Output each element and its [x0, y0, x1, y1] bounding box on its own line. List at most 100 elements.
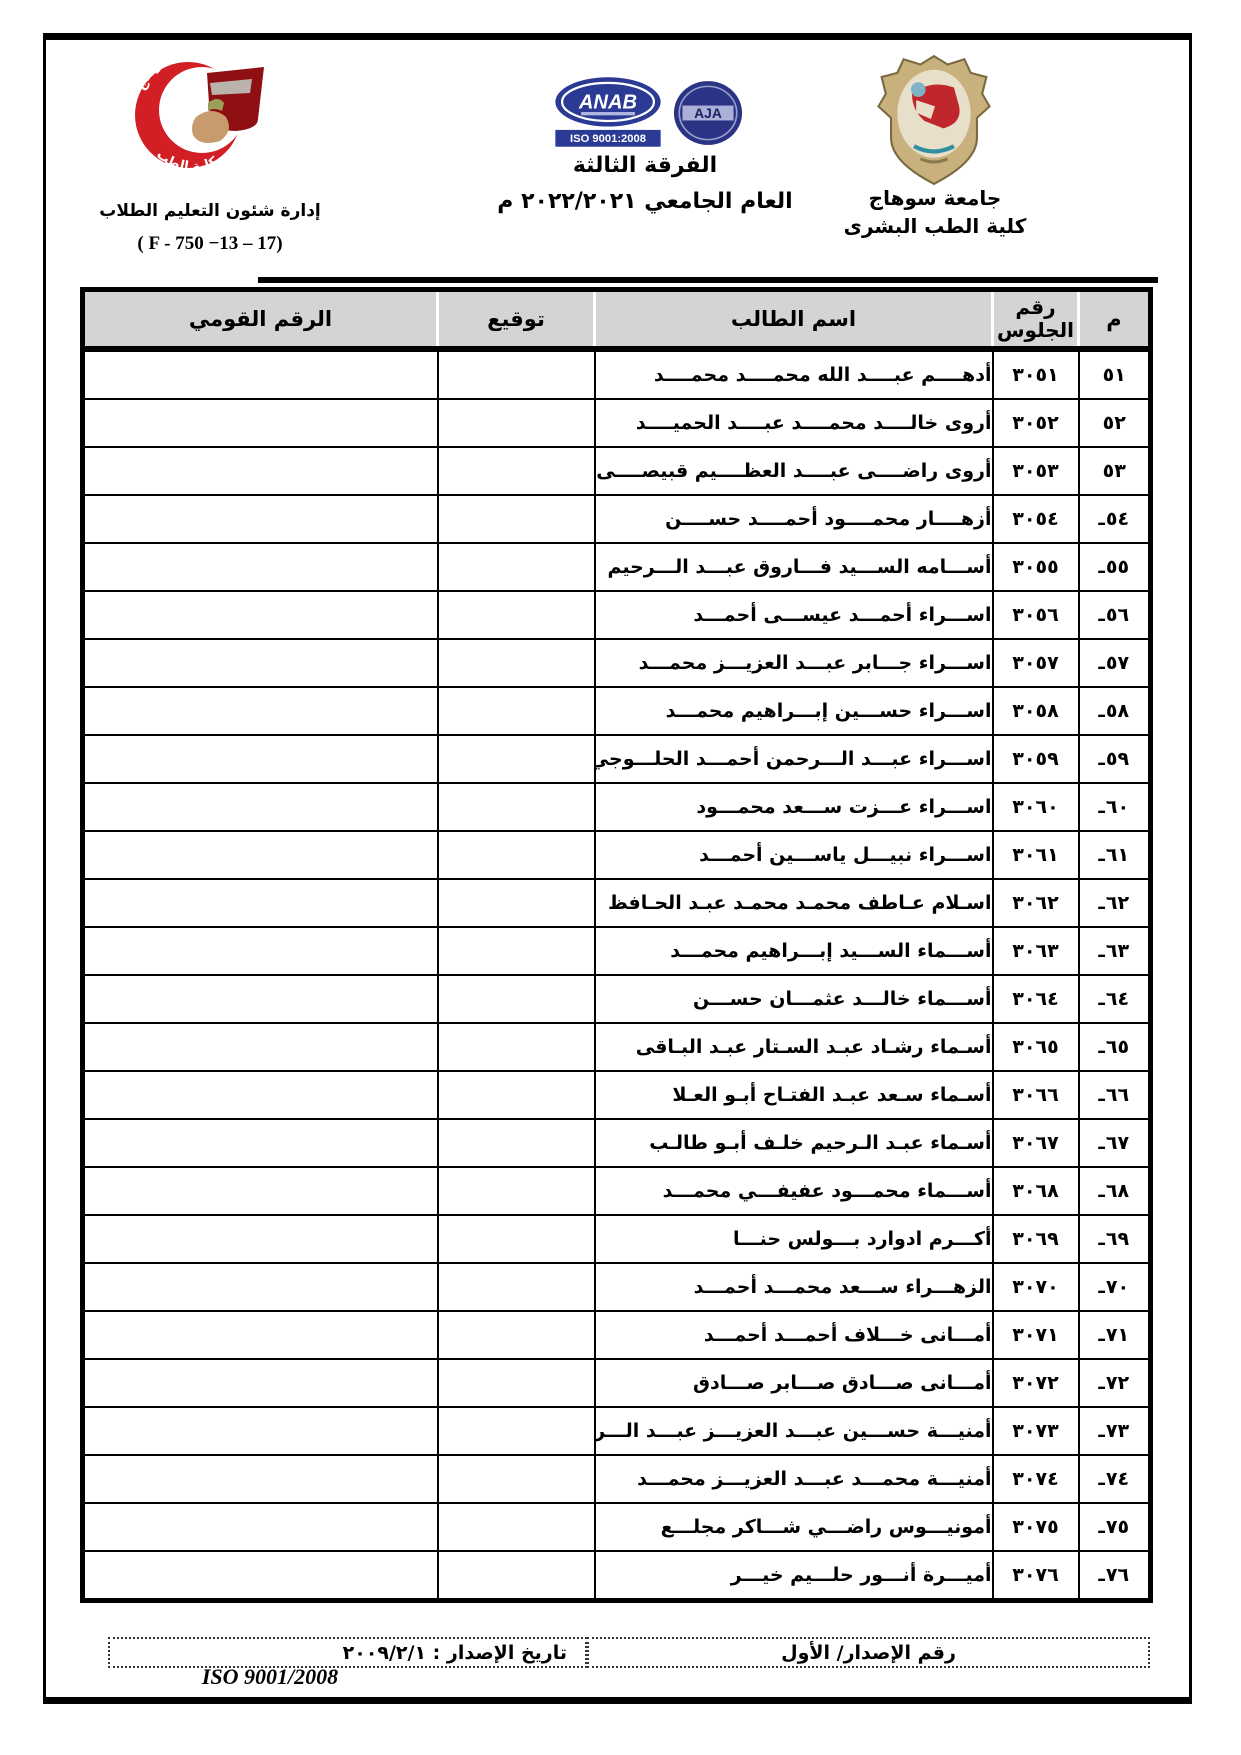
table-row: ـ ٦٨ ٣٠٦٨ أســـماء محمـــود عفيفـــي محم… [81, 1166, 1152, 1216]
row-signature-cell [436, 1118, 596, 1168]
row-serial-cell: ـ ٦٨ [1077, 1166, 1152, 1216]
serial-dash: ـ [1098, 844, 1105, 866]
row-seat-number: ٣٠٥٢ [991, 398, 1080, 448]
serial-dash: ـ [1098, 748, 1105, 770]
roster-header-row: م رقم الجلوس اسم الطالب توقيع الرقم القو… [82, 289, 1151, 352]
serial-dash: ـ [1098, 940, 1105, 962]
table-row: ـ ٦٦ ٣٠٦٦ أسـماء سـعد عبـد الفتـاح أبـو … [81, 1070, 1152, 1120]
header-serial: م [1077, 289, 1151, 352]
row-national-id-cell [81, 1262, 439, 1312]
row-national-id-cell [81, 830, 439, 880]
row-serial-cell: ـ ٧١ [1077, 1310, 1152, 1360]
serial-number: ٦٠ [1105, 796, 1130, 818]
row-serial-cell: ـ ٥٩ [1077, 734, 1152, 784]
serial-number: ٦٩ [1105, 1228, 1130, 1250]
row-signature-cell [436, 542, 596, 592]
table-row: ٥٢ ٣٠٥٢ أروى خالــــد محمــــد عبــــد ا… [81, 398, 1152, 448]
serial-number: ٥٥ [1105, 556, 1130, 578]
row-student-name: الزهـــراء ســـعد محمـــد أحمـــد [593, 1262, 994, 1312]
table-row: ـ ٧٠ ٣٠٧٠ الزهـــراء ســـعد محمـــد أحمـ… [81, 1262, 1152, 1312]
row-signature-cell [436, 686, 596, 736]
row-national-id-cell [81, 494, 439, 544]
issue-date-box: تاريخ الإصدار : ٢٠٠٩/٢/١ [108, 1637, 587, 1668]
row-seat-number: ٣٠٥٧ [991, 638, 1080, 688]
row-signature-cell [436, 1262, 596, 1312]
serial-number: ٦٨ [1105, 1180, 1130, 1202]
row-national-id-cell [81, 638, 439, 688]
row-serial-cell: ـ ٦٧ [1077, 1118, 1152, 1168]
row-signature-cell [436, 1070, 596, 1120]
row-student-name: أمنيـــة محمـــد عبـــد العزيـــز محمـــ… [593, 1454, 994, 1504]
serial-number: ٥١ [1102, 364, 1126, 386]
faculty-crescent-logo: جامعة سوهاج كلية الطب [134, 58, 264, 172]
serial-dash: ـ [1098, 1420, 1105, 1442]
row-student-name: أســـماء الســـيد إبـــراهيم محمـــد [593, 926, 994, 976]
row-serial-cell: ٥٣ [1077, 446, 1152, 496]
row-national-id-cell [81, 398, 439, 448]
header-divider-rule [258, 277, 1158, 283]
row-seat-number: ٣٠٦٠ [991, 782, 1080, 832]
row-serial-cell: ـ ٧٤ [1077, 1454, 1152, 1504]
row-signature-cell [436, 1214, 596, 1264]
row-national-id-cell [81, 734, 439, 784]
row-student-name: أســـماء خالـــد عثمـــان حســـن [593, 974, 994, 1024]
serial-dash: ـ [1098, 1516, 1105, 1538]
row-student-name: اســـراء نبيـــل ياســـين أحمـــد [593, 830, 994, 880]
table-row: ـ ٧٢ ٣٠٧٢ أمـــانى صـــادق صـــابر صـــا… [81, 1358, 1152, 1408]
row-serial-cell: ـ ٦٠ [1077, 782, 1152, 832]
row-national-id-cell [81, 686, 439, 736]
serial-dash: ـ [1098, 1036, 1105, 1058]
row-national-id-cell [81, 782, 439, 832]
row-seat-number: ٣٠٥٤ [991, 494, 1080, 544]
row-serial-cell: ـ ٥٦ [1077, 590, 1152, 640]
row-student-name: أميـــرة أنـــور حلـــيم خيـــر [593, 1550, 994, 1602]
row-national-id-cell [81, 1310, 439, 1360]
serial-dash: ـ [1098, 1132, 1105, 1154]
serial-dash: ـ [1098, 1084, 1105, 1106]
row-seat-number: ٣٠٧٤ [991, 1454, 1080, 1504]
serial-number: ٧٢ [1105, 1372, 1130, 1394]
header-seat-number: رقم الجلوس [991, 289, 1079, 352]
serial-dash: ـ [1098, 508, 1105, 530]
row-seat-number: ٣٠٦٦ [991, 1070, 1080, 1120]
row-national-id-cell [81, 974, 439, 1024]
serial-number: ٧٤ [1105, 1468, 1130, 1490]
faculty-name: كلية الطب البشرى [843, 214, 1027, 238]
row-student-name: أمنيـــة حســـين عبـــد العزيـــز عبـــد… [593, 1406, 994, 1456]
row-seat-number: ٣٠٥٩ [991, 734, 1080, 784]
serial-dash: ـ [1098, 988, 1105, 1010]
serial-dash: ـ [1098, 652, 1105, 674]
serial-dash: ـ [1098, 700, 1105, 722]
serial-dash: ـ [1098, 556, 1105, 578]
row-student-name: أمـــانى خـــلاف أحمـــد أحمـــد [593, 1310, 994, 1360]
row-student-name: اســـراء أحمـــد عيســـى أحمـــد [593, 590, 994, 640]
row-signature-cell [436, 1166, 596, 1216]
row-serial-cell: ـ ٧٢ [1077, 1358, 1152, 1408]
row-serial-cell: ـ ٥٤ [1077, 494, 1152, 544]
serial-dash: ـ [1098, 604, 1105, 626]
grade-title: الفرقة الثالثة [572, 153, 718, 178]
logo-face-shape [192, 111, 229, 143]
serial-number: ٦٧ [1105, 1132, 1130, 1154]
row-serial-cell: ـ ٦١ [1077, 830, 1152, 880]
table-row: ـ ٦٥ ٣٠٦٥ أسـماء رشـاد عبـد السـتار عبـد… [81, 1022, 1152, 1072]
row-signature-cell [436, 1502, 596, 1552]
serial-number: ٧١ [1105, 1324, 1130, 1346]
row-student-name: أمـــانى صـــادق صـــابر صـــادق [593, 1358, 994, 1408]
student-affairs-dept-line: إدارة شئون التعليم الطلاب [99, 201, 321, 221]
row-national-id-cell [81, 1502, 439, 1552]
row-seat-number: ٣٠٧٣ [991, 1406, 1080, 1456]
row-signature-cell [436, 1454, 596, 1504]
serial-number: ٧٣ [1105, 1420, 1130, 1442]
issue-number-box: رقم الإصدار/ الأول [587, 1637, 1150, 1668]
row-student-name: اسـلام عـاطف محمـد محمـد عبـد الحـافظ [593, 878, 994, 928]
row-seat-number: ٣٠٦٩ [991, 1214, 1080, 1264]
row-seat-number: ٣٠٦١ [991, 830, 1080, 880]
row-student-name: أروى خالــــد محمــــد عبــــد الحميــــ… [593, 398, 994, 448]
row-serial-cell: ـ ٧٠ [1077, 1262, 1152, 1312]
serial-number: ٧٦ [1105, 1564, 1130, 1586]
row-seat-number: ٣٠٦٣ [991, 926, 1080, 976]
row-serial-cell: ٥١ [1077, 348, 1152, 400]
roster-table-container: م رقم الجلوس اسم الطالب توقيع الرقم القو… [80, 287, 1153, 1603]
row-student-name: اســـراء جـــابر عبـــد العزيـــز محمـــ… [593, 638, 994, 688]
